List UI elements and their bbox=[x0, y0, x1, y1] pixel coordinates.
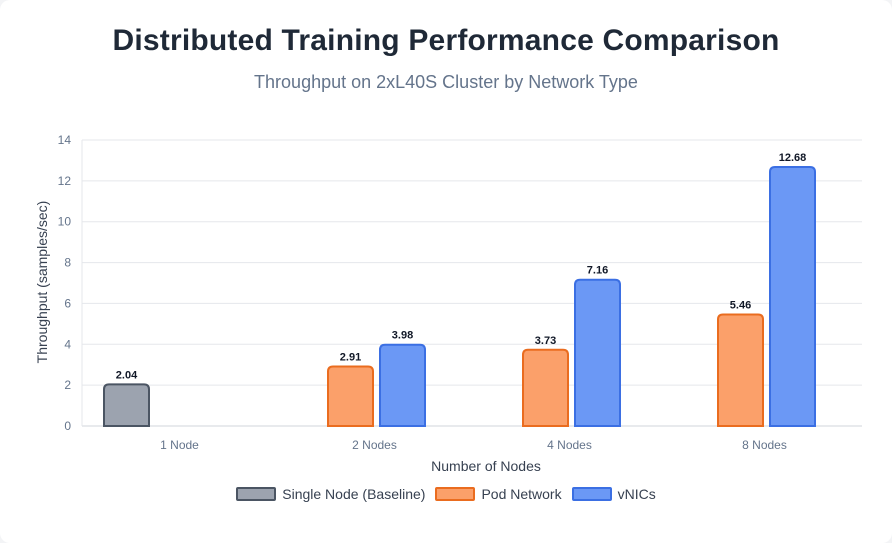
legend-swatch bbox=[435, 487, 476, 501]
bar-pod-network-2-nodes bbox=[327, 365, 374, 427]
y-tick-label: 14 bbox=[58, 133, 72, 147]
y-tick-label: 10 bbox=[58, 215, 72, 229]
y-tick-label: 6 bbox=[64, 296, 71, 310]
legend-item-single-node-baseline[interactable]: Single Node (Baseline) bbox=[236, 486, 425, 502]
bar-pod-network-4-nodes bbox=[522, 348, 569, 427]
legend-item-vnics[interactable]: vNICs bbox=[571, 486, 656, 502]
legend-label: Pod Network bbox=[481, 486, 562, 502]
chart-subtitle: Throughput on 2xL40S Cluster by Network … bbox=[254, 72, 638, 92]
chart-legend: Single Node (Baseline) Pod Network vNICs bbox=[0, 486, 892, 502]
x-tick-label: 8 Nodes bbox=[742, 438, 787, 452]
x-tick-label: 4 Nodes bbox=[547, 438, 592, 452]
y-tick-label: 2 bbox=[64, 378, 71, 392]
data-label: 3.98 bbox=[392, 330, 413, 342]
x-axis-title: Number of Nodes bbox=[431, 458, 541, 474]
x-tick-label: 2 Nodes bbox=[352, 438, 397, 452]
bar-pod-network-8-nodes bbox=[717, 313, 764, 427]
y-tick-label: 4 bbox=[64, 337, 71, 351]
y-axis-title: Throughput (samples/sec) bbox=[34, 201, 50, 364]
y-tick-label: 8 bbox=[64, 256, 71, 270]
legend-item-pod-network[interactable]: Pod Network bbox=[435, 486, 562, 502]
data-label: 3.73 bbox=[535, 335, 556, 347]
data-label: 5.46 bbox=[730, 299, 751, 311]
bar-vnics-8-nodes bbox=[769, 165, 816, 427]
bar-single-node-baseline-1-node bbox=[103, 383, 150, 427]
data-label: 2.91 bbox=[340, 352, 361, 364]
chart-title: Distributed Training Performance Compari… bbox=[112, 24, 780, 57]
bar-vnics-4-nodes bbox=[574, 278, 621, 427]
legend-swatch bbox=[236, 487, 277, 501]
data-label: 12.68 bbox=[779, 152, 807, 164]
y-tick-label: 0 bbox=[64, 419, 71, 433]
legend-swatch bbox=[571, 487, 612, 501]
data-label: 7.16 bbox=[587, 265, 608, 277]
bar-chart: 0 2 4 6 8 10 12 14 1 Node 2.04 2 Nodes 2.91 3.98 4 No… bbox=[34, 133, 862, 474]
bar-vnics-2-nodes bbox=[379, 343, 426, 427]
data-label: 2.04 bbox=[116, 369, 138, 381]
legend-label: vNICs bbox=[617, 486, 656, 502]
x-tick-label: 1 Node bbox=[160, 438, 199, 452]
legend-label: Single Node (Baseline) bbox=[282, 486, 426, 502]
y-tick-label: 12 bbox=[58, 174, 72, 188]
